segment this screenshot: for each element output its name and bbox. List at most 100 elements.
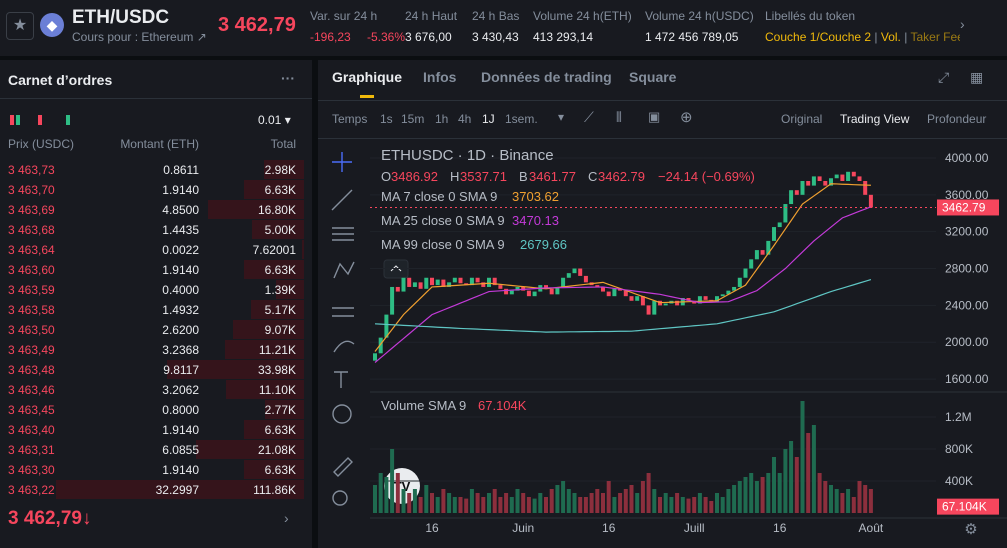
ask-amount: 1.9140 (162, 183, 199, 197)
candle-body (697, 296, 702, 304)
chart: TV ⚙ 1600.002000.002400.002800.003200.00… (331, 147, 1007, 538)
tab[interactable]: Square (629, 69, 677, 85)
ask-price[interactable]: 3 463,73 (8, 163, 55, 177)
screenshot[interactable]: ▣ (648, 109, 661, 124)
ask-amount: 1.9140 (162, 423, 199, 437)
candle-body (823, 181, 828, 186)
crosshair-tool[interactable] (332, 152, 352, 172)
volume-bar (618, 493, 623, 513)
interval[interactable]: 1h (435, 112, 449, 126)
stat-value: -196,23 (310, 30, 351, 44)
ask-price[interactable]: 3 463,45 (8, 403, 55, 417)
candle-body (851, 171, 856, 177)
candle-body (783, 204, 788, 223)
volume-bar (789, 441, 794, 513)
view-both[interactable] (10, 115, 20, 125)
fib-tool[interactable] (332, 227, 354, 241)
text-tool[interactable] (334, 371, 348, 388)
interval-menu[interactable]: ▾ (558, 110, 565, 124)
view[interactable]: Trading View (840, 112, 910, 126)
candle-body (749, 259, 754, 269)
volume-bar (811, 425, 816, 513)
candle-body (635, 296, 640, 301)
volume-bar (390, 449, 395, 513)
depth-bar (233, 320, 304, 339)
ask-price[interactable]: 3 463,31 (8, 443, 55, 457)
ruler-tool[interactable] (333, 457, 353, 477)
view-bids[interactable] (66, 115, 76, 125)
ask-price[interactable]: 3 463,60 (8, 263, 55, 277)
favorite-button[interactable]: ★ (6, 12, 34, 40)
interval[interactable]: 1sem. (505, 112, 538, 126)
ask-price[interactable]: 3 463,40 (8, 423, 55, 437)
divider (318, 138, 1007, 139)
fullscreen[interactable]: ⤢ (938, 69, 950, 85)
tick-size[interactable]: 0.01 ▾ (258, 113, 291, 127)
more[interactable]: › (284, 510, 289, 526)
settings[interactable]: ⚙ (964, 521, 977, 538)
more-arrow[interactable]: › (960, 16, 965, 32)
menu[interactable]: ··· (281, 70, 295, 86)
volume-bar (458, 497, 463, 513)
volume-bar (606, 481, 611, 513)
candle-body (595, 285, 600, 287)
tab[interactable]: Graphique (332, 69, 403, 85)
stat-value: 413 293,14 (533, 30, 594, 44)
volume-bar (675, 493, 680, 513)
ask-price[interactable]: 3 463,59 (8, 283, 55, 297)
ask-price[interactable]: 3 463,46 (8, 383, 55, 397)
ask-price[interactable]: 3 463,69 (8, 203, 55, 217)
y-tick-label: 3600.00 (945, 188, 989, 202)
volume-bar (555, 485, 560, 513)
depth-bar (56, 480, 304, 499)
interval[interactable]: 4h (458, 112, 472, 126)
token[interactable]: Couche 1/Couche 2 (765, 30, 872, 44)
ask-price[interactable]: 3 463,49 (8, 343, 55, 357)
ask-price[interactable]: 3 463,64 (8, 243, 55, 257)
ask-price[interactable]: 3 463,50 (8, 323, 55, 337)
candle-body (789, 190, 794, 205)
candle-body (840, 174, 845, 182)
volume-bar (544, 497, 548, 513)
stat-value: 3 430,43 (472, 30, 519, 44)
candle-style[interactable]: ⫴ (616, 109, 622, 125)
ask-price[interactable]: 3 463,70 (8, 183, 55, 197)
candle-body (794, 190, 799, 195)
subtitle[interactable]: Cours pour : Ethereum ↗ (72, 30, 207, 44)
pattern-tool[interactable] (333, 261, 355, 279)
projection-tool[interactable] (332, 307, 354, 317)
x-tick-label: 16 (773, 521, 787, 535)
volume-bar (578, 497, 583, 513)
interval[interactable]: 15m (401, 112, 425, 126)
zoom-tool[interactable] (332, 490, 348, 506)
depth-bar (276, 280, 304, 299)
indicators[interactable]: ⟋ (584, 109, 594, 125)
layout[interactable]: ▦ (970, 69, 984, 85)
view[interactable]: Original (781, 112, 823, 126)
token[interactable]: Vol. (880, 30, 901, 44)
line-tool[interactable] (331, 189, 353, 211)
volume-bar (561, 481, 566, 513)
token[interactable]: Taker Fee (910, 30, 960, 44)
view-asks[interactable] (38, 115, 48, 125)
ask-price[interactable]: 3 463,58 (8, 303, 55, 317)
ask-amount: 6.0855 (162, 443, 199, 457)
ask-price[interactable]: 3 463,68 (8, 223, 55, 237)
brush-tool[interactable] (333, 340, 355, 353)
volume-sma-label: 67.104K (942, 500, 987, 514)
tokens: Couche 1/Couche 2 | Vol. | Taker Fee (765, 30, 960, 44)
ask-total: 16.80K (257, 203, 296, 217)
candle-body (834, 174, 839, 179)
interval[interactable]: 1s (380, 112, 393, 126)
volume-bar (851, 497, 856, 513)
view[interactable]: Profondeur (927, 112, 987, 126)
ask-price[interactable]: 3 463,48 (8, 363, 55, 377)
interval[interactable]: 1J (482, 112, 495, 126)
tab[interactable]: Infos (423, 69, 457, 85)
ask-price[interactable]: 3 463,22 (8, 483, 55, 497)
emoji-tool[interactable] (332, 404, 352, 424)
ask-price[interactable]: 3 463,30 (8, 463, 55, 477)
add[interactable]: ⊕ (680, 109, 693, 126)
tab[interactable]: Données de trading (481, 69, 612, 85)
